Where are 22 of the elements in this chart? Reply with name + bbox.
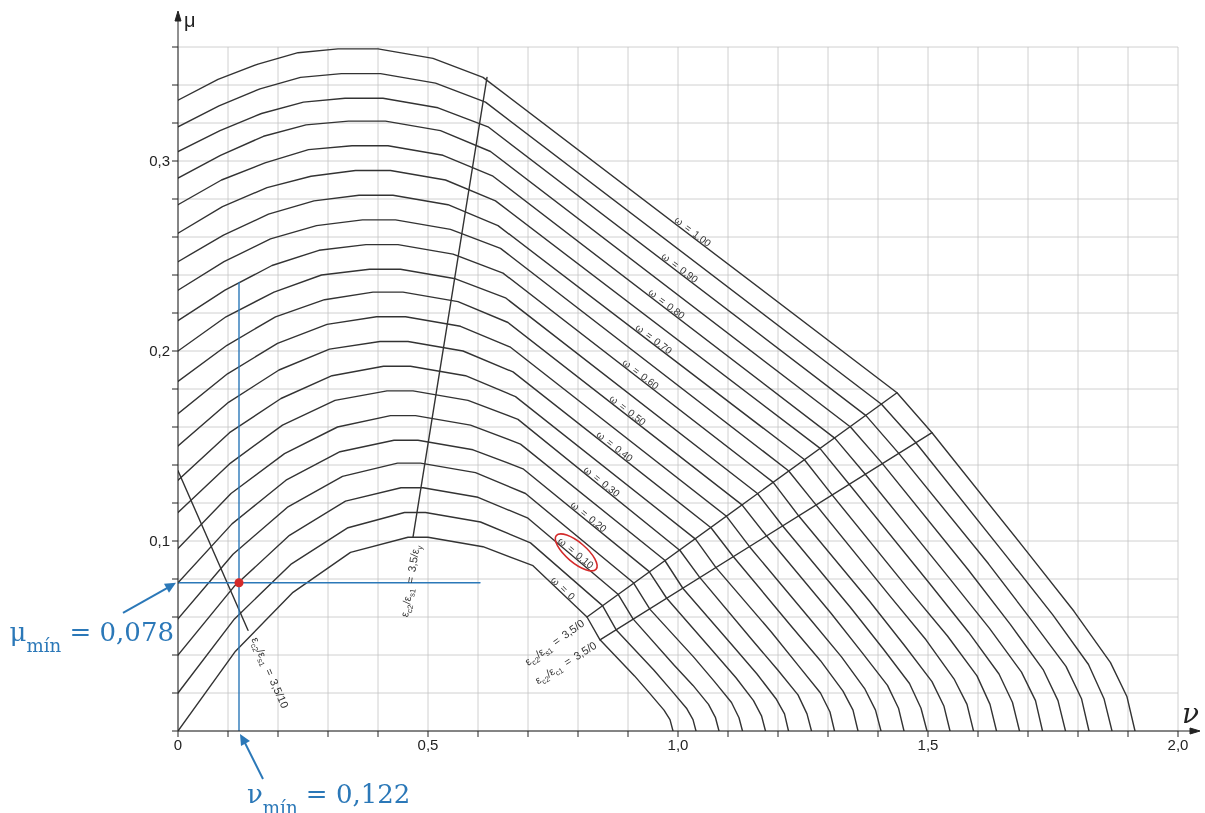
text: ω = 0.90 [659, 249, 701, 285]
y-tick-label: 0,3 [149, 152, 170, 170]
y-axis-title: μ [184, 9, 196, 31]
text: ω = 0 [549, 573, 578, 602]
text: ω = 0.80 [646, 285, 688, 321]
annotation: ν$_{mín}$ = 0,122 [247, 779, 411, 813]
text: ω = 0.30 [582, 463, 623, 500]
text: ω = 0.70 [633, 321, 675, 357]
text: ω = 0.20 [569, 498, 610, 535]
x-tick-label: 2,0 [1167, 735, 1189, 753]
x-tick-label: 0 [173, 735, 183, 753]
x-tick-label: 0,5 [417, 735, 439, 753]
text: ω = 0.40 [594, 428, 636, 464]
text: ω = 1.00 [672, 213, 714, 249]
y-tick-label: 0,1 [149, 532, 170, 550]
annotation: μ$_{mín}$ = 0,078 [9, 616, 174, 656]
x-tick-label: 1,0 [667, 735, 689, 753]
y-tick-label: 0,2 [149, 342, 170, 360]
text: ω = 0.60 [620, 356, 662, 392]
text: ω = 0.50 [607, 392, 649, 428]
x-tick-label: 1,5 [917, 735, 939, 753]
x-axis-title: ν [1182, 697, 1200, 730]
